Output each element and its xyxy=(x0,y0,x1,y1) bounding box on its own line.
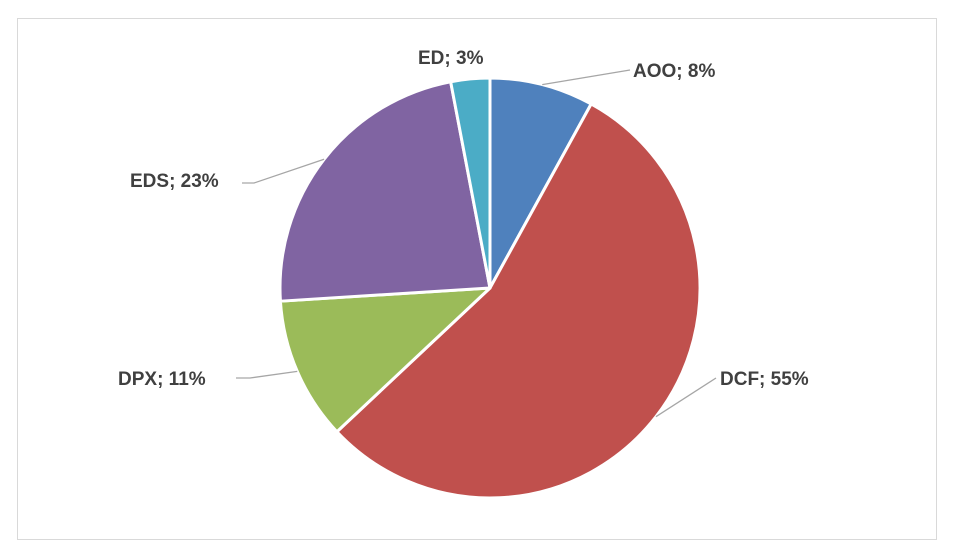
pie-slice-dcf xyxy=(335,102,702,500)
pie-slice-ed xyxy=(449,76,492,290)
data-label-ed: ED; 3% xyxy=(418,48,484,69)
labels-layer: AOO; 8% DCF; 55% DPX; 11% EDS; 23% ED; 3% xyxy=(118,48,809,390)
data-label-eds: EDS; 23% xyxy=(130,171,219,192)
slices-layer xyxy=(278,76,702,500)
leader-line-eds xyxy=(242,158,325,184)
leader-line-dpx xyxy=(236,370,298,379)
leader-line-dcf xyxy=(655,377,717,418)
leader-line-aoo xyxy=(542,69,631,86)
data-label-dpx: DPX; 11% xyxy=(118,369,206,390)
leader-lines-layer xyxy=(236,69,717,418)
data-label-dcf: DCF; 55% xyxy=(720,369,809,390)
pie-slice-dpx xyxy=(278,286,492,434)
data-label-aoo: AOO; 8% xyxy=(633,61,715,82)
pie-slice-aoo xyxy=(488,76,593,290)
